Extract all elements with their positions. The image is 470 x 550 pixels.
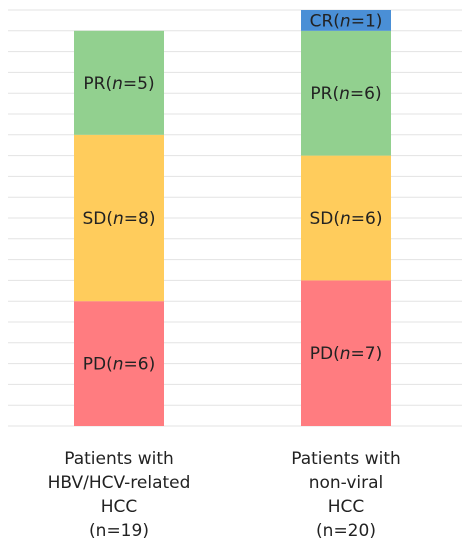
bars [74,10,391,426]
category-labels: Patients with HBV/HCV-related HCC (n=19) Pat… [48,449,401,541]
bar-segment [74,134,164,302]
segment-label: PD(n=7) [310,344,382,364]
category-label-line: HBV/HCV-related [48,473,191,493]
category-label-line: Patients with [64,449,174,469]
category-label-line: (n=19) [89,521,149,541]
category-label-line: non-viral [309,473,384,493]
category-label-line: Patients with [291,449,401,469]
segment-label: SD(n=8) [83,209,156,229]
segment-label: PR(n=6) [310,84,381,104]
segment-label: SD(n=6) [310,209,383,229]
category-label-line: HCC [328,497,365,517]
bar-segment [301,155,391,281]
bar-segment [301,280,391,426]
bar-segment [301,30,391,156]
category-label-line: HCC [101,497,138,517]
segment-label: CR(n=1) [310,11,383,31]
segment-label: PR(n=5) [83,74,154,94]
segment-label: PD(n=6) [83,355,155,375]
category-label-line: (n=20) [316,521,376,541]
bar-segment [74,30,164,135]
segment-labels: PD(n=6) SD(n=8) PR(n=5) PD(n=7) SD(n=6) PR(n=… [83,11,383,374]
bar-segment [74,301,164,426]
bar-segment [301,10,391,31]
